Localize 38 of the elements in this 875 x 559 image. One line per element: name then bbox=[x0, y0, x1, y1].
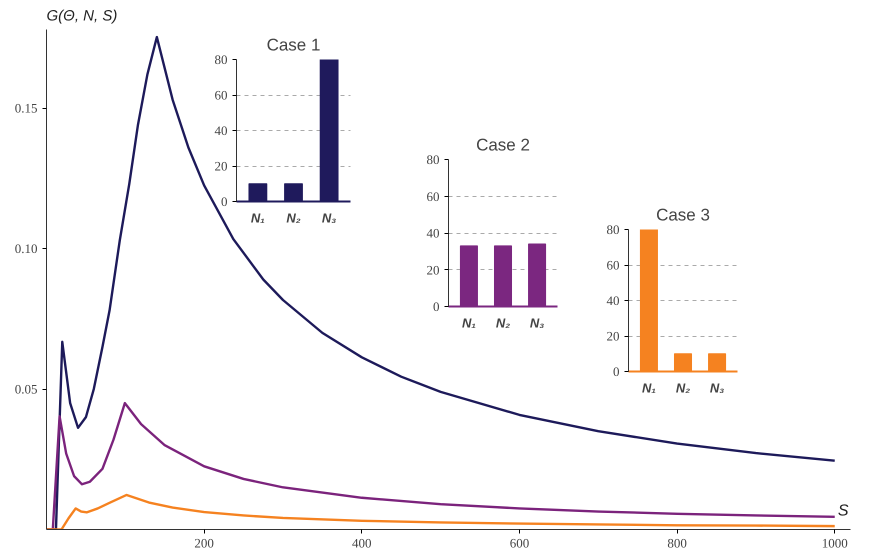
x-tick-label: 400 bbox=[352, 536, 372, 550]
y-tick-label: 0 bbox=[433, 299, 440, 314]
y-tick-label: 40 bbox=[606, 293, 620, 308]
y-tick-label: 80 bbox=[426, 152, 440, 167]
y-tick-label: 0.10 bbox=[14, 241, 38, 256]
x-tick-label: N₃ bbox=[710, 380, 724, 396]
y-tick-label: 0 bbox=[221, 194, 228, 209]
x-tick-label: 800 bbox=[667, 536, 687, 550]
x-tick-label: 600 bbox=[510, 536, 530, 550]
y-tick-label: 60 bbox=[214, 88, 228, 102]
x-tick-label: N₂ bbox=[496, 316, 510, 330]
x-tick-label: 200 bbox=[194, 536, 214, 550]
x-tick-label: N₁ bbox=[250, 210, 265, 226]
y-tick-label: 40 bbox=[214, 123, 228, 138]
y-axis-title: G(Θ, N, S) bbox=[46, 8, 118, 24]
x-tick-label: N₂ bbox=[286, 210, 301, 226]
y-tick-label: 80 bbox=[214, 52, 228, 67]
y-tick-label: 20 bbox=[214, 158, 228, 174]
x-tick-label: N₃ bbox=[322, 210, 336, 226]
line-series bbox=[46, 494, 836, 530]
y-tick-label: 60 bbox=[426, 188, 440, 204]
chart-title: Case 1 bbox=[266, 36, 320, 54]
y-tick-label: 60 bbox=[606, 258, 620, 272]
x-tick-label: N₃ bbox=[530, 316, 544, 330]
y-tick-label: 20 bbox=[606, 328, 620, 344]
x-tick-label: N₂ bbox=[676, 380, 690, 396]
x-tick-label: N₁ bbox=[462, 316, 476, 330]
y-tick-label: 0.05 bbox=[14, 382, 38, 397]
chart-title: Case 3 bbox=[656, 206, 710, 224]
x-tick-label: 1000 bbox=[822, 536, 848, 550]
y-tick-label: 40 bbox=[426, 226, 440, 240]
y-tick-label: 80 bbox=[606, 222, 620, 237]
chart-title: Case 2 bbox=[476, 136, 530, 154]
y-tick-label: 0.15 bbox=[14, 100, 38, 116]
y-tick-label: 0 bbox=[613, 364, 620, 379]
x-tick-label: N₁ bbox=[642, 380, 656, 396]
y-tick-label: 20 bbox=[426, 262, 440, 278]
x-axis-title: S bbox=[838, 502, 849, 520]
